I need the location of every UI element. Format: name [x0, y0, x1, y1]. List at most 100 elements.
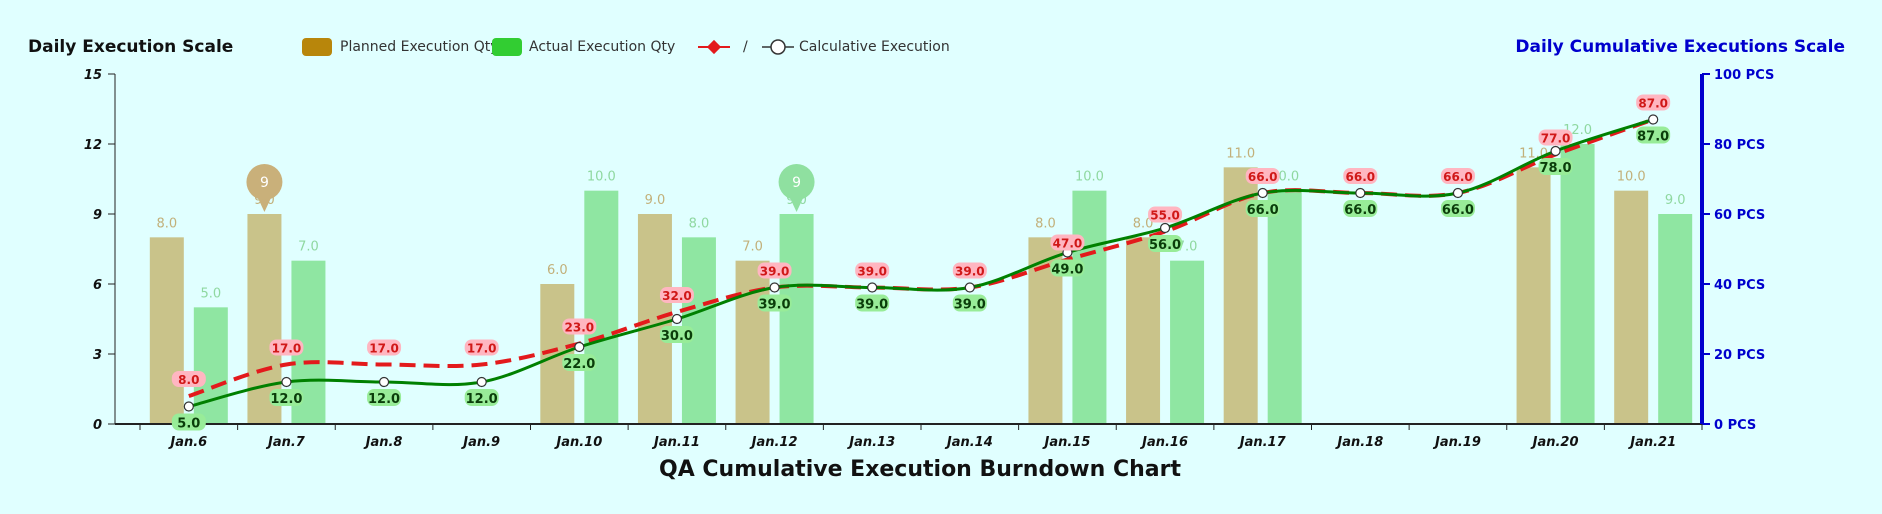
axes-layer: 0 3 6 9 12 15 0 PCS 20 PCS 40 PCS 60 PCS 80 PCS 100…	[84, 68, 1774, 450]
actual-cumulative-label-bg	[171, 413, 206, 431]
x-tick-label: Jan.6	[167, 435, 207, 450]
planned-cumulative-label-bg	[1245, 168, 1280, 184]
actual-cumulative-label: 78.0	[1540, 161, 1572, 176]
planned-cumulative-label-bg	[1050, 234, 1085, 251]
actual-bar	[1658, 214, 1693, 424]
actual-cumulative-line	[188, 118, 1654, 408]
cumulative-point	[867, 282, 878, 293]
actual-pin-label: 9	[792, 175, 801, 191]
planned-cumulative-label-bg	[269, 339, 304, 356]
y-left-tick-label: 3	[93, 348, 102, 363]
x-tick-label: Jan.15	[1041, 435, 1090, 450]
actual-cumulative-label: 22.0	[563, 357, 595, 372]
planned-cumulative-label: 17.0	[369, 342, 399, 356]
actual-cumulative-label-bg	[1245, 200, 1280, 217]
actual-cumulative-label: 12.0	[466, 392, 498, 407]
legend-planned-marker	[706, 39, 722, 55]
x-tick-label: Jan.17	[1237, 435, 1287, 450]
actual-cumulative-label: 39.0	[954, 298, 986, 313]
actual-cumulative-label-bg	[562, 354, 597, 371]
y-left-tick-label: 15	[84, 68, 102, 83]
y-right-tick-label: 40 PCS	[1714, 278, 1765, 293]
actual-bar-label: 7.0	[298, 240, 319, 255]
cumulative-point	[1159, 222, 1171, 234]
actual-cumulative-label: 5.0	[177, 417, 200, 432]
cumulative-point	[281, 376, 292, 388]
planned-cumulative-label: 66.0	[1248, 170, 1278, 184]
cumulative-point	[183, 401, 194, 412]
actual-bar-label: 8.0	[689, 216, 710, 231]
actual-cumulative-label-bg	[952, 294, 987, 312]
actual-bar	[193, 307, 228, 424]
actual-bar	[1560, 144, 1595, 424]
actual-pin-tail	[789, 197, 804, 212]
x-tick-label: Jan.13	[846, 435, 895, 450]
cumulative-point	[1355, 187, 1366, 199]
actual-cumulative-label-bg	[1636, 126, 1671, 144]
x-tick-label: Jan.14	[944, 435, 993, 450]
planned-pin-tail	[257, 197, 272, 212]
x-tick-label: Jan.20	[1530, 435, 1579, 450]
planned-bar	[1516, 167, 1551, 425]
actual-cumulative-label-bg	[757, 294, 792, 312]
actual-bar	[1170, 260, 1205, 424]
x-tick-label: Jan.18	[1334, 435, 1383, 450]
actual-cumulative-label: 39.0	[759, 298, 791, 313]
legend-planned-label: Planned Execution Qty	[340, 39, 499, 55]
actual-cumulative-label: 87.0	[1637, 130, 1669, 145]
planned-cumulative-label: 17.0	[467, 342, 497, 356]
planned-pin-label: 9	[260, 175, 269, 191]
planned-cumulative-label: 39.0	[955, 265, 985, 279]
legend-cumulative-marker	[770, 39, 786, 55]
actual-cumulative-label: 66.0	[1247, 203, 1279, 218]
planned-cumulative-label: 77.0	[1541, 132, 1571, 146]
x-tick-label: Jan.9	[460, 435, 500, 450]
x-tick-label: Jan.10	[553, 435, 602, 450]
legend: Planned Execution Qty Actual Execution Q…	[302, 38, 950, 56]
actual-bar	[1072, 190, 1107, 424]
actual-cumulative-label-bg	[1440, 200, 1475, 217]
cumulative-point	[476, 376, 487, 388]
actual-cumulative-label: 12.0	[368, 392, 400, 407]
x-tick-label: Jan.7	[265, 435, 306, 450]
y-right-tick-label: 0 PCS	[1714, 418, 1756, 433]
planned-cumulative-label-bg	[1148, 206, 1183, 223]
actual-cumulative-label: 66.0	[1344, 203, 1376, 218]
y-left-tick-label: 0	[93, 418, 102, 433]
legend-actual-swatch	[492, 38, 522, 56]
planned-cumulative-label: 32.0	[662, 289, 692, 303]
y-left-tick-label: 9	[93, 208, 102, 223]
planned-cumulative-label-bg	[1440, 168, 1475, 184]
planned-cumulative-label-bg	[367, 339, 402, 356]
actual-cumulative-label-bg	[464, 389, 499, 406]
cumulative-point	[1257, 187, 1268, 199]
planned-bar-label: 11.0	[1226, 146, 1255, 161]
planned-cumulative-label-bg	[1343, 168, 1378, 184]
planned-cumulative-label-bg	[757, 262, 792, 279]
planned-cumulative-label-bg	[464, 339, 499, 356]
actual-bar-label: 10.0	[587, 170, 616, 185]
planned-cumulative-label-bg	[171, 371, 206, 387]
actual-bar-label: 5.0	[200, 286, 221, 301]
cumulative-point	[378, 376, 390, 388]
planned-cumulative-label: 17.0	[272, 342, 302, 356]
actual-cumulative-label: 39.0	[856, 298, 888, 313]
legend-planned-swatch	[302, 38, 332, 56]
y-right-tick-label: 20 PCS	[1714, 348, 1765, 363]
y-right-axis-label: Daily Cumulative Executions Scale	[1515, 37, 1845, 57]
y-right-tick-label: 60 PCS	[1714, 208, 1765, 223]
planned-cumulative-label: 66.0	[1346, 170, 1376, 184]
planned-pin-marker	[246, 164, 283, 200]
planned-cumulative-label-bg	[562, 318, 597, 335]
legend-actual-label: Actual Execution Qty	[529, 39, 675, 55]
legend-cumulative-label: Calculative Execution	[799, 39, 950, 55]
cumulative-point	[964, 282, 975, 293]
cumulative-point	[769, 282, 780, 293]
actual-cumulative-label-bg	[1343, 200, 1378, 217]
actual-bar	[1267, 190, 1302, 424]
planned-bar	[637, 214, 672, 424]
planned-bar-label: 9.0	[645, 193, 666, 208]
planned-bar	[735, 260, 770, 424]
planned-bar-label: 6.0	[547, 263, 568, 278]
